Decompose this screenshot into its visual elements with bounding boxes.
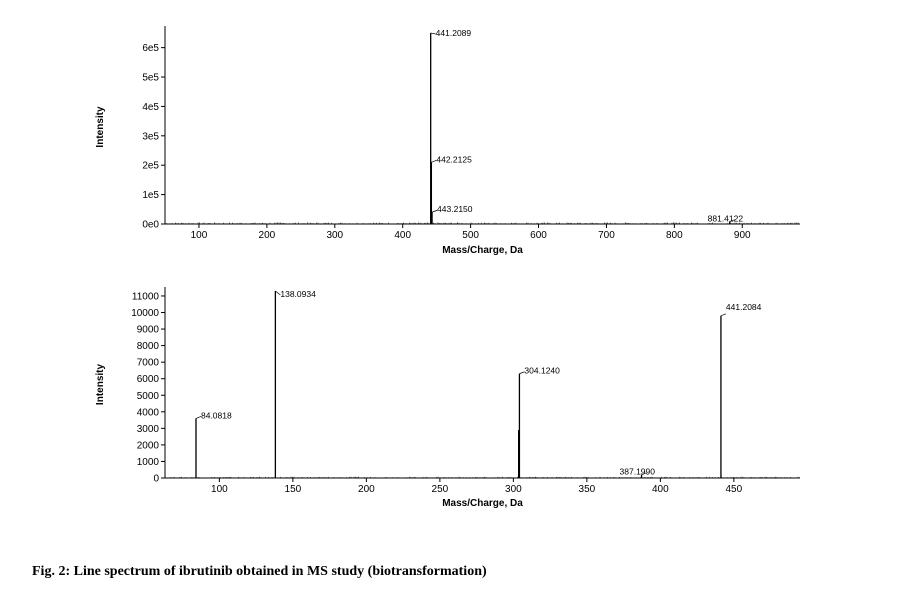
peak-label-leader	[430, 32, 436, 35]
baseline-noise	[166, 476, 800, 478]
x-tick-label: 400	[394, 230, 411, 241]
peak-label: 442.2125	[436, 154, 472, 164]
y-tick-label: 0	[153, 474, 159, 485]
x-tick-label: 200	[358, 484, 375, 495]
figure: 0e0 1e5 2e5 3e5 4e5 5e5 6e5 100 200 300 400 500 600 7…	[95, 26, 800, 509]
x-tick-label: 500	[462, 230, 479, 241]
y-tick-label: 4e5	[142, 102, 159, 113]
peak-label-leader	[641, 472, 647, 476]
peak-label-leader	[275, 290, 281, 296]
y-tick-label: 5e5	[142, 73, 159, 84]
x-tick-label: 100	[211, 484, 228, 495]
x-tick-label: 800	[666, 230, 683, 241]
peak-label: 441.2089	[436, 28, 472, 38]
peak-label: 84.0818	[201, 410, 232, 420]
peak-label: 441.2084	[726, 302, 762, 312]
y-tick-label: 10000	[131, 308, 159, 319]
y-tick-label: 6000	[137, 374, 160, 385]
peak-label-leader	[519, 371, 525, 375]
peak-label: 304.1240	[524, 366, 560, 376]
y-tick-label: 1e5	[142, 190, 159, 201]
y-tick-label: 2e5	[142, 161, 159, 172]
chart-bottom-msms: 0 1000 2000 3000 4000 5000 6000 7000 8000 9000 100…	[95, 287, 800, 509]
peak-label-leader	[729, 219, 735, 222]
peak-label: 443.2150	[437, 204, 473, 214]
figure-caption: Fig. 2: Line spectrum of ibrutinib obtai…	[32, 564, 487, 579]
y-tick-label: 8000	[137, 341, 160, 352]
y-tick-label: 4000	[137, 407, 160, 418]
y-axis-title: Intensity	[95, 364, 106, 406]
x-tick-label: 250	[432, 484, 449, 495]
x-tick-label: 400	[652, 484, 669, 495]
peak-label-leader	[195, 416, 202, 419]
x-tick-label: 600	[530, 230, 547, 241]
y-tick-label: 9000	[137, 325, 160, 336]
x-tick-label: 350	[579, 484, 596, 495]
y-tick-label: 3000	[137, 424, 160, 435]
peak-label-leader	[720, 313, 727, 317]
peak-label-leader	[431, 209, 438, 213]
y-axis-title: Intensity	[95, 106, 106, 148]
x-tick-label: 300	[326, 230, 343, 241]
y-tick-label: 6e5	[142, 43, 159, 54]
x-tick-label: 150	[285, 484, 302, 495]
y-tick-label: 5000	[137, 391, 160, 402]
x-tick-label: 300	[505, 484, 522, 495]
peak-label-leader	[431, 159, 437, 163]
x-tick-label: 100	[191, 230, 208, 241]
chart-top-full-scan: 0e0 1e5 2e5 3e5 4e5 5e5 6e5 100 200 300 400 500 600 7…	[95, 26, 800, 256]
x-tick-label: 700	[598, 230, 615, 241]
x-axis-title: Mass/Charge, Da	[442, 498, 523, 509]
x-tick-label: 900	[734, 230, 751, 241]
y-tick-label: 3e5	[142, 131, 159, 142]
peak-label: 138.0934	[280, 289, 316, 299]
peak-label: 881.4122	[708, 214, 744, 224]
y-tick-label: 0e0	[142, 220, 159, 231]
x-tick-label: 200	[259, 230, 276, 241]
y-tick-label: 2000	[137, 440, 160, 451]
y-tick-label: 7000	[137, 358, 160, 369]
y-tick-label: 1000	[137, 457, 160, 468]
x-tick-label: 450	[726, 484, 743, 495]
y-tick-label: 11000	[132, 291, 160, 302]
peak-label: 387.1990	[620, 467, 656, 477]
x-axis-title: Mass/Charge, Da	[442, 245, 523, 256]
